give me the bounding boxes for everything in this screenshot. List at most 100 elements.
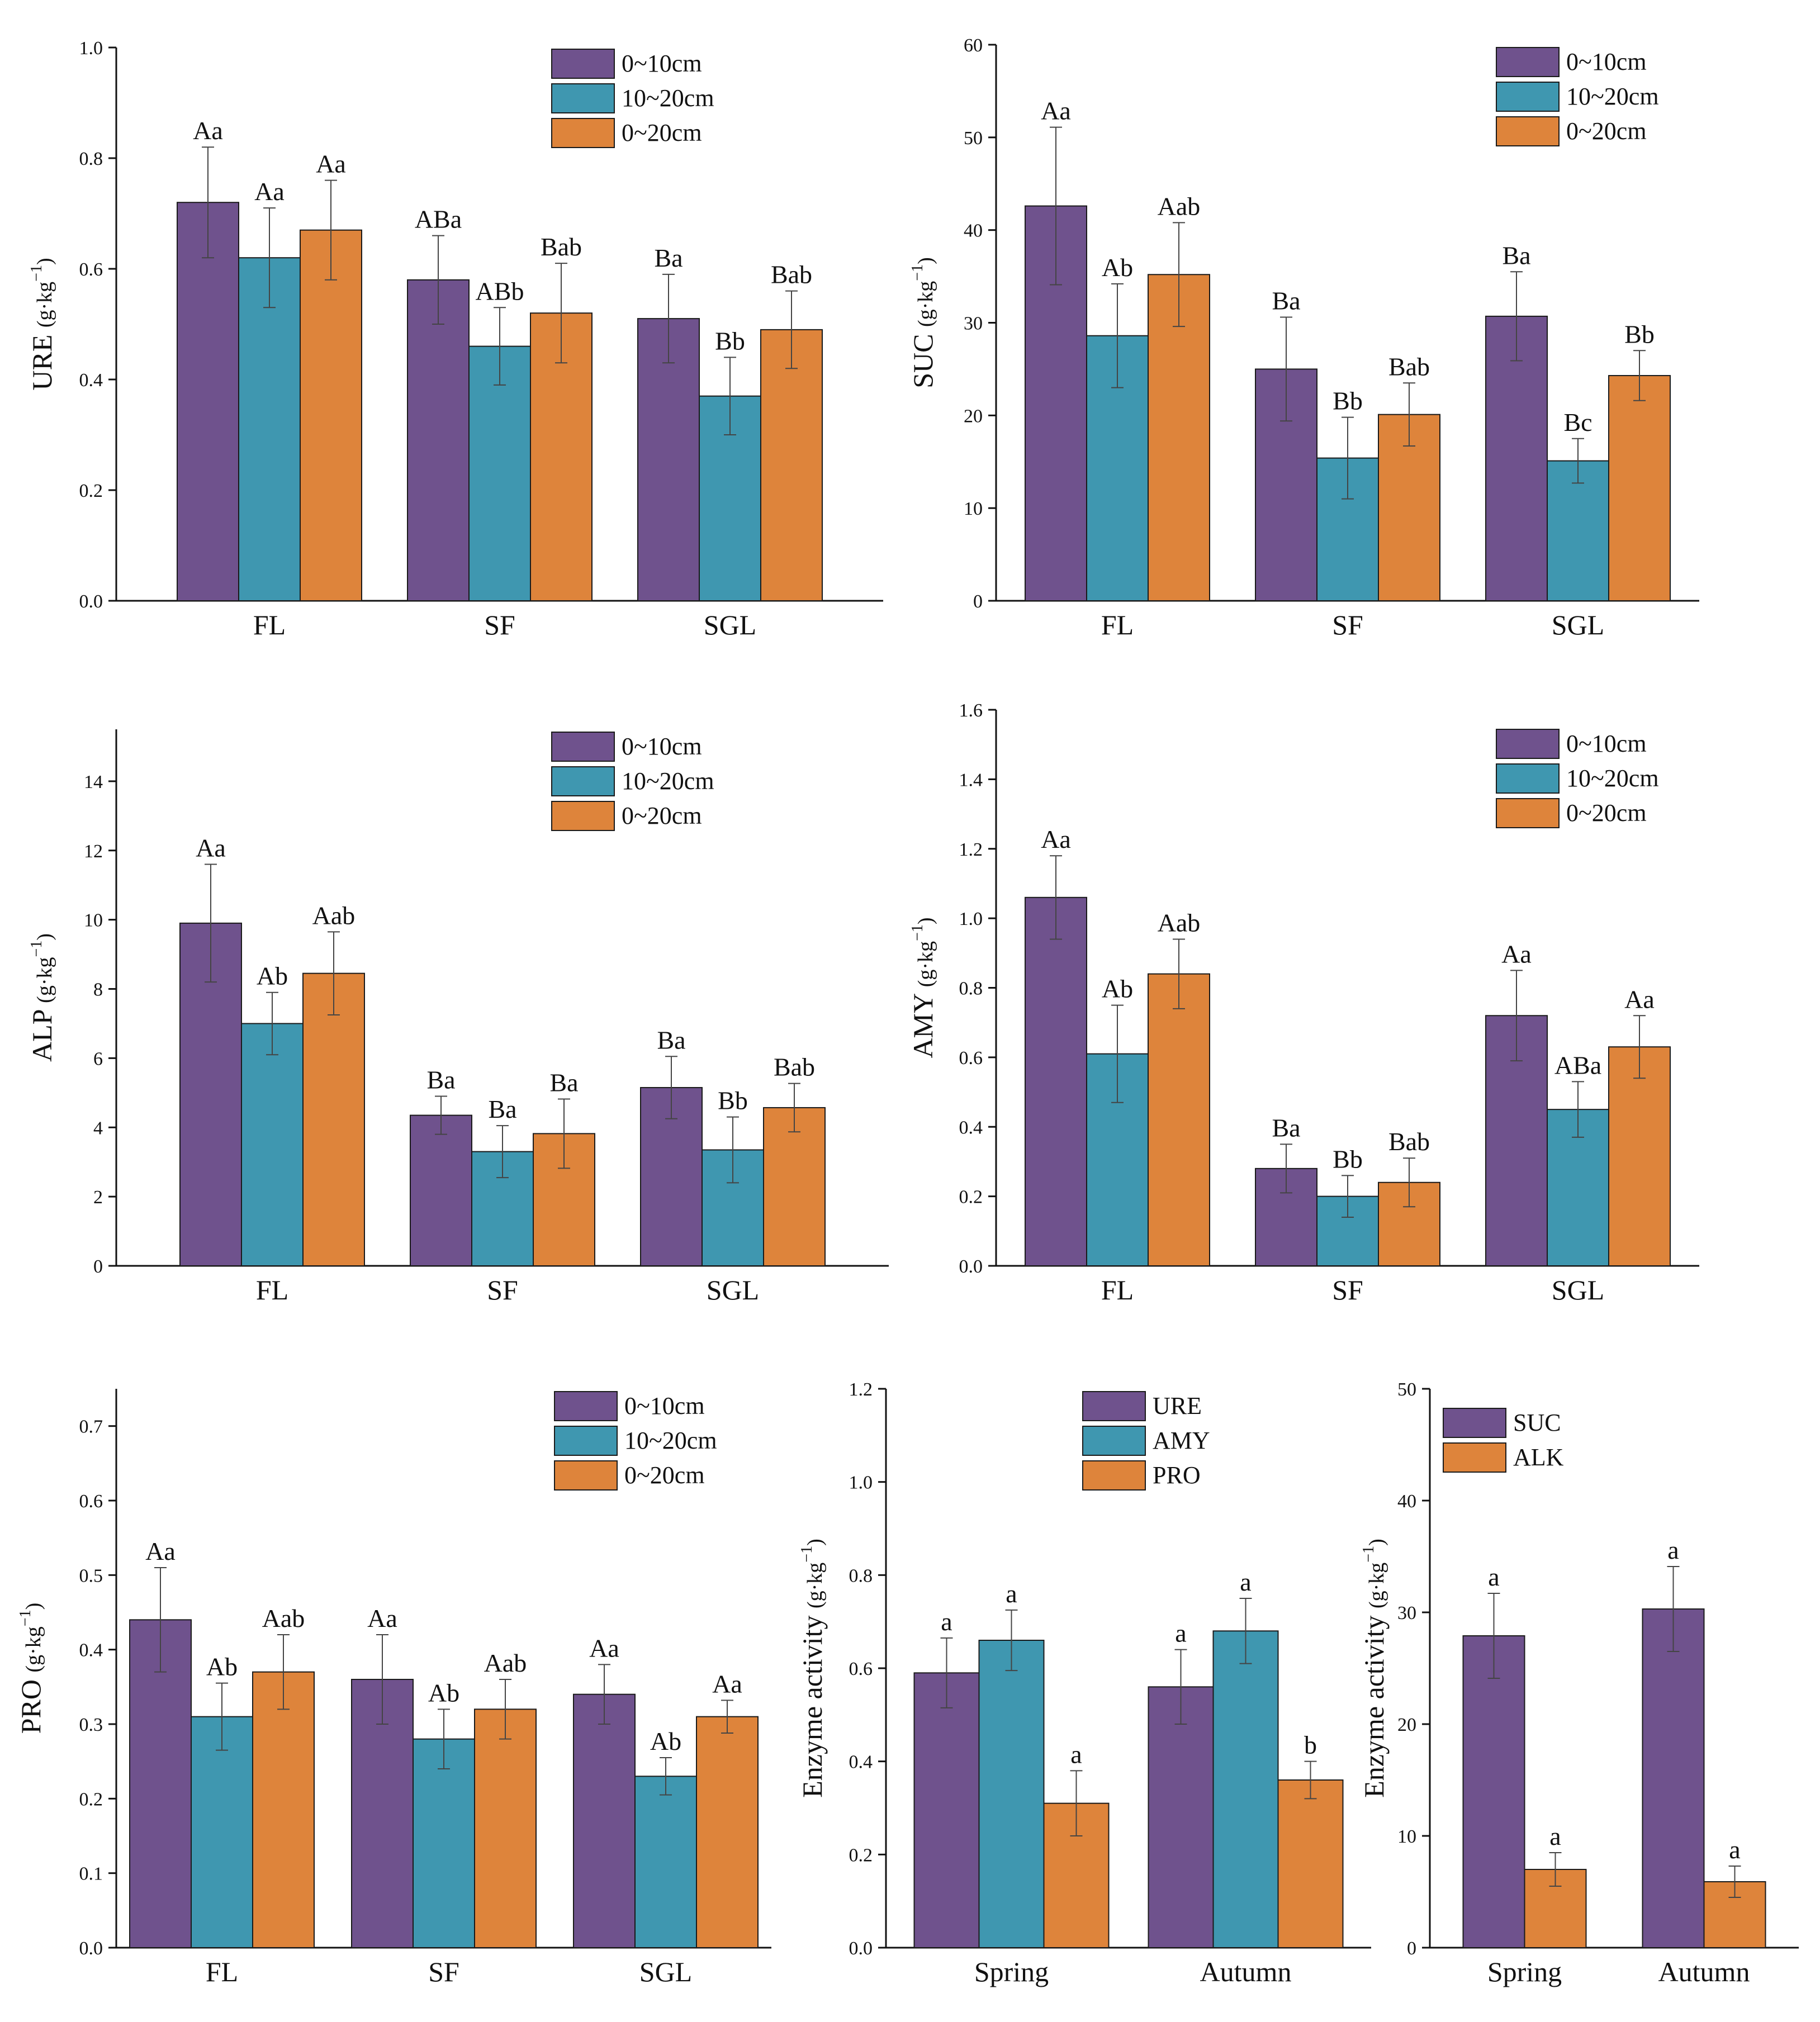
y-tick-label: 0.7 <box>79 1417 103 1437</box>
legend-swatch <box>551 766 615 796</box>
significance-label: Bb <box>718 1086 748 1115</box>
legend-label: 0~20cm <box>1566 117 1647 145</box>
y-tick-label: 2 <box>93 1187 103 1208</box>
legend-swatch <box>1496 82 1560 112</box>
bar <box>1608 375 1671 602</box>
significance-label: Ba <box>654 244 682 272</box>
significance-label: Aab <box>484 1649 527 1677</box>
significance-label: Bab <box>774 1053 815 1081</box>
bar <box>1462 1635 1525 1948</box>
y-tick-label: 0.0 <box>849 1938 873 1959</box>
significance-label: Aa <box>193 116 223 145</box>
significance-label: Ba <box>657 1026 685 1054</box>
y-tick-label: 0 <box>93 1256 103 1277</box>
significance-label: Aa <box>712 1669 742 1698</box>
chart-alp: 0 2 4 6 8 10 12 14 ALP (g·kg−1) Aa Ab Aab FL Ba Ba Ba SF… <box>26 729 889 1306</box>
legend-label: 10~20cm <box>1566 83 1659 110</box>
bar <box>1212 1630 1279 1948</box>
bar <box>300 229 362 601</box>
y-axis-title: Enzyme activity (g·kg−1) <box>1358 1539 1390 1798</box>
legend-label: 0~10cm <box>622 733 702 760</box>
legend-swatch <box>554 1426 618 1456</box>
y-tick-label: 0 <box>1407 1938 1416 1959</box>
legend-label: URE <box>1153 1392 1202 1420</box>
bar <box>763 1107 826 1266</box>
bar <box>1277 1779 1344 1948</box>
chart-ure: 0.0 0.2 0.4 0.6 0.8 1.0 URE (g·kg−1) Aa Aa Aa FL AB… <box>26 38 883 640</box>
bar <box>634 1776 697 1948</box>
significance-label: Ba <box>1272 1113 1300 1142</box>
legend-swatch <box>1496 116 1560 146</box>
bar <box>177 202 239 601</box>
legend-swatch <box>554 1391 618 1421</box>
bar <box>241 1023 304 1267</box>
significance-label: Ba <box>549 1068 578 1097</box>
legend-label: 10~20cm <box>624 1427 717 1454</box>
significance-label: a <box>1070 1740 1082 1768</box>
significance-label: a <box>1667 1536 1679 1564</box>
y-tick-label: 10 <box>84 910 103 931</box>
y-tick-label: 0.8 <box>849 1565 873 1586</box>
y-tick-label: 10 <box>1397 1826 1416 1847</box>
legend-label: SUC <box>1513 1409 1561 1436</box>
significance-label: Aa <box>1041 825 1071 853</box>
significance-label: Bab <box>1388 352 1430 381</box>
legend-swatch <box>1082 1391 1146 1421</box>
legend-label: 0~10cm <box>624 1392 705 1420</box>
legend-swatch <box>551 49 615 79</box>
legend-label: AMY <box>1153 1427 1210 1454</box>
category-label: FL <box>253 609 286 640</box>
significance-label: ABa <box>415 205 462 234</box>
y-tick-label: 20 <box>1397 1715 1416 1735</box>
legend: URE AMY PRO <box>1082 1391 1210 1491</box>
legend-swatch <box>1443 1408 1506 1438</box>
significance-label: Bb <box>1333 1145 1363 1173</box>
category-label: SF <box>1332 1274 1363 1306</box>
category-label: Autumn <box>1658 1956 1750 1987</box>
y-tick-label: 0.0 <box>79 591 103 612</box>
legend-swatch <box>1496 763 1560 794</box>
significance-label: Ab <box>1102 975 1133 1003</box>
y-tick-label: 0.0 <box>959 1256 983 1277</box>
chart-suc: 0 10 20 30 40 50 60 SUC (g·kg−1) Aa Ab Aab FL Ba Bb Ba… <box>907 35 1699 640</box>
y-tick-label: 40 <box>964 221 983 241</box>
bar <box>474 1708 537 1948</box>
y-tick-label: 6 <box>93 1048 103 1069</box>
significance-label: Bb <box>715 326 745 355</box>
legend-label: 10~20cm <box>622 84 714 112</box>
significance-label: Aab <box>312 901 356 929</box>
significance-label: Aa <box>196 834 226 862</box>
legend-label: 0~20cm <box>622 119 702 146</box>
y-tick-label: 0.2 <box>959 1187 983 1208</box>
significance-label: Bab <box>541 232 582 261</box>
category-label: SF <box>428 1956 459 1987</box>
significance-label: Aab <box>262 1604 305 1632</box>
significance-label: Ab <box>428 1678 459 1707</box>
significance-label: Bb <box>1624 320 1655 348</box>
significance-label: Ab <box>650 1727 681 1755</box>
legend: 0~10cm 10~20cm 0~20cm <box>554 1391 717 1491</box>
y-tick-label: 1.2 <box>959 839 983 860</box>
y-tick-label: 0.4 <box>959 1117 983 1138</box>
legend-swatch <box>1496 47 1560 77</box>
significance-label: Ba <box>1502 241 1530 269</box>
legend: 0~10cm 10~20cm 0~20cm <box>551 49 714 148</box>
significance-label: Aa <box>367 1604 397 1632</box>
y-axis-title: PRO (g·kg−1) <box>15 1603 46 1734</box>
bar <box>302 972 365 1266</box>
category-label: SGL <box>1552 609 1604 640</box>
category-label: Spring <box>974 1956 1049 1987</box>
y-tick-label: 0.0 <box>79 1938 103 1959</box>
significance-label: a <box>1729 1835 1740 1864</box>
bar <box>760 329 823 602</box>
bar <box>978 1640 1045 1948</box>
y-axis-title: ALP (g·kg−1) <box>26 933 58 1062</box>
y-tick-label: 0 <box>973 591 983 612</box>
legend-swatch <box>551 801 615 831</box>
category-label: SGL <box>704 609 756 640</box>
significance-label: a <box>1240 1568 1251 1596</box>
chart-season-ure-amy-pro: 0.0 0.2 0.4 0.6 0.8 1.0 1.2 Enzyme activity (g·… <box>797 1379 1371 1987</box>
category-label: SF <box>487 1274 518 1306</box>
significance-label: a <box>1488 1563 1499 1591</box>
significance-label: Bab <box>771 260 812 289</box>
